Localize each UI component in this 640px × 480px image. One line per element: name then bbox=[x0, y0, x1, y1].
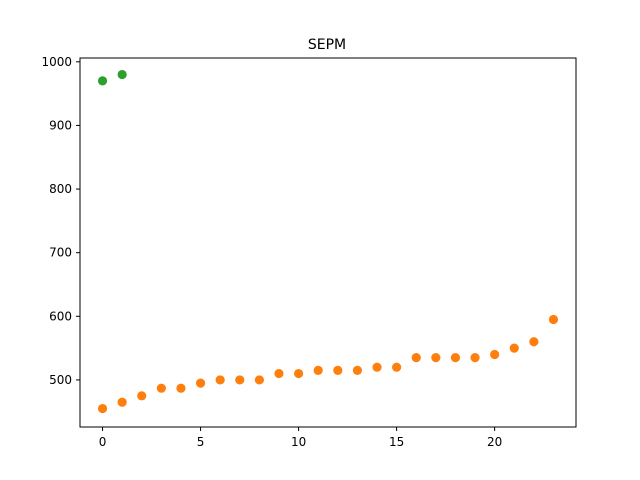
x-tick-label: 5 bbox=[197, 435, 205, 449]
series-1-point bbox=[352, 365, 363, 375]
y-tick-label: 1000 bbox=[41, 55, 72, 69]
series-1-point bbox=[254, 375, 264, 385]
series-1-point bbox=[215, 375, 225, 385]
series-1-point bbox=[509, 343, 519, 353]
series-1-point bbox=[117, 397, 127, 407]
series-1-point bbox=[176, 383, 186, 393]
series-0-point bbox=[97, 76, 108, 86]
series-1-point bbox=[235, 375, 245, 385]
data-points bbox=[97, 69, 559, 414]
chart-title: SEPM bbox=[308, 37, 346, 53]
series-1-point bbox=[411, 353, 421, 363]
series-1-point bbox=[529, 337, 539, 347]
series-1-point bbox=[450, 353, 461, 363]
y-tick-label: 700 bbox=[49, 246, 72, 260]
x-tick-label: 15 bbox=[389, 435, 404, 449]
series-1-point bbox=[313, 365, 323, 375]
y-tick-label: 600 bbox=[49, 309, 72, 323]
series-1-point bbox=[195, 378, 206, 388]
y-tick-label: 800 bbox=[49, 182, 72, 196]
series-1-point bbox=[274, 368, 284, 379]
series-1-point bbox=[470, 353, 480, 363]
x-tick-label: 20 bbox=[487, 435, 502, 449]
x-tick-label: 10 bbox=[291, 435, 306, 449]
series-0-point bbox=[117, 69, 127, 80]
series-1-point bbox=[548, 314, 559, 325]
series-1-point bbox=[137, 391, 147, 401]
series-1-point bbox=[392, 362, 402, 372]
y-tick-label: 900 bbox=[49, 118, 72, 132]
series-1-point bbox=[490, 349, 500, 360]
y-tick-label: 500 bbox=[49, 373, 72, 387]
series-1-point bbox=[97, 403, 108, 414]
series-1-point bbox=[293, 368, 304, 379]
series-1-point bbox=[333, 365, 343, 375]
series-1-point bbox=[372, 362, 382, 372]
plot-area-frame bbox=[79, 57, 577, 428]
series-1-point bbox=[156, 383, 166, 393]
x-tick-label: 0 bbox=[99, 435, 107, 449]
series-1-point bbox=[431, 353, 441, 363]
axis-ticks: 0 5 10 15 20 500 600 700 800 900 1000 bbox=[41, 55, 502, 449]
